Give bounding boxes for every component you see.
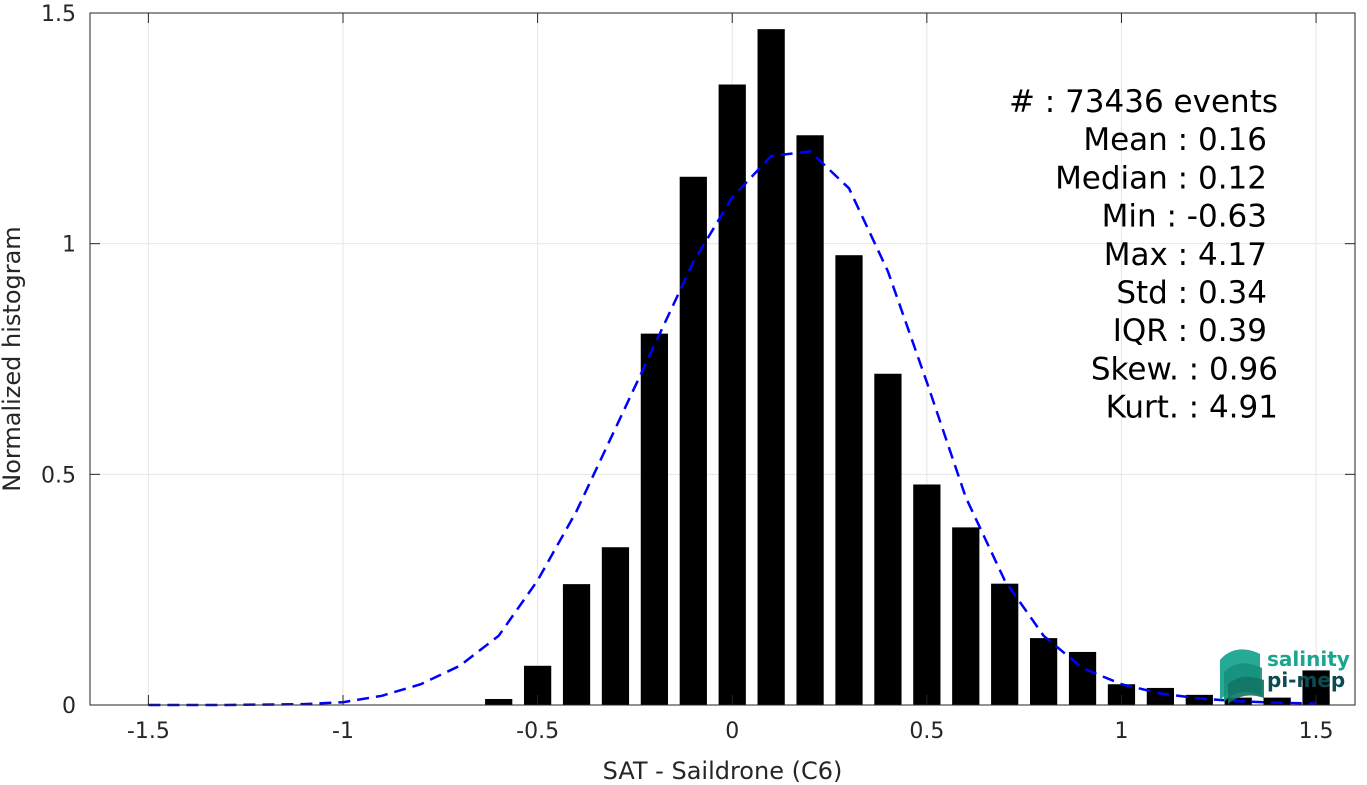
histogram-bar [679, 176, 707, 706]
histogram-bar [1029, 638, 1058, 705]
histogram-bar [562, 584, 591, 705]
y-tick-label: 1 [62, 233, 76, 258]
x-tick-label: 0.5 [909, 719, 944, 744]
histogram-bar [640, 333, 669, 705]
x-tick-label: -1 [332, 719, 354, 744]
x-axis-label: SAT - Saildrone (C6) [603, 757, 843, 785]
y-tick-label: 1.5 [41, 2, 76, 27]
y-axis-label: Normalized histogram [0, 226, 26, 491]
y-tick-label: 0 [62, 694, 76, 719]
histogram-bar [796, 135, 824, 706]
stat-annotation: Std : 0.34 [1116, 275, 1267, 311]
logo-text-salinity: salinity [1267, 647, 1350, 671]
logo-text-pi-mep: pi-mep [1267, 668, 1345, 692]
stat-annotation: Median : 0.12 [1055, 160, 1267, 196]
histogram-bar [485, 699, 513, 705]
histogram-bar [1107, 684, 1136, 705]
histogram-bar [874, 373, 902, 705]
fit-curve [148, 150, 1317, 707]
histogram-bar [991, 583, 1019, 705]
histogram-bar [601, 547, 630, 705]
stat-annotation: Mean : 0.16 [1083, 122, 1267, 158]
x-tick-label: 0 [725, 719, 739, 744]
histogram-bar [913, 484, 941, 705]
stat-annotation: IQR : 0.39 [1113, 313, 1267, 349]
gaussian-fit-line [148, 150, 1317, 707]
stat-annotation: # : 73436 events [1009, 84, 1278, 120]
stat-annotation: Max : 4.17 [1104, 237, 1267, 273]
histogram-bar [757, 29, 785, 705]
stat-annotation: Kurt. : 4.91 [1106, 390, 1278, 426]
x-tick-label: -0.5 [516, 719, 559, 744]
x-tick-label: 1 [1114, 719, 1128, 744]
axes-box [89, 12, 1356, 706]
histogram-bar [1185, 694, 1213, 705]
stat-annotation: Skew. : 0.96 [1091, 351, 1278, 387]
salinity-pi-mep-logo: salinity pi-mep [1220, 647, 1350, 704]
y-tick-label: 0.5 [41, 463, 76, 488]
histogram-bar [1146, 687, 1175, 705]
histogram-bar [1263, 697, 1291, 705]
x-tick-label: 1.5 [1299, 719, 1334, 744]
histogram-bar [835, 255, 863, 705]
x-tick-label: -1.5 [127, 719, 170, 744]
logo-waves-icon [1220, 649, 1264, 704]
axis-ticks: -1.5 -1 -0.5 0 0.5 1 1.5 0 0.5 1 1.5 [41, 2, 1355, 744]
histogram-bar [718, 84, 746, 706]
histogram-bar [952, 527, 980, 705]
stat-annotation: Min : -0.63 [1102, 199, 1267, 235]
